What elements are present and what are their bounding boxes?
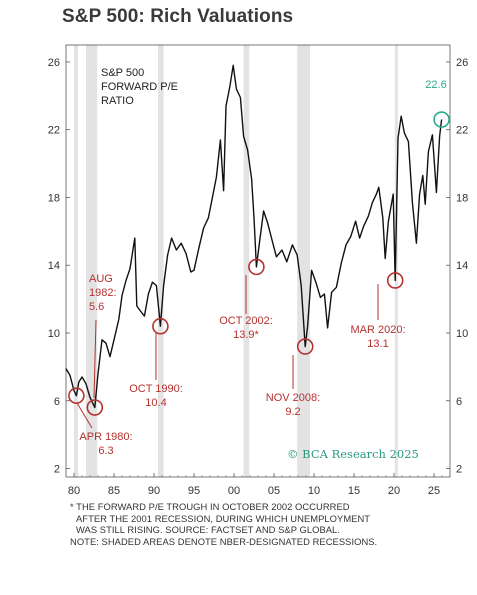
annotation-label: 9.2 xyxy=(285,406,300,418)
x-tick-label: 10 xyxy=(308,485,320,497)
bca-brand-watermark: © BCA Research 2025 xyxy=(287,447,419,461)
x-tick-label: 80 xyxy=(68,485,80,497)
recession-band xyxy=(74,45,78,477)
y-tick-label-right: 10 xyxy=(456,328,468,340)
y-tick-label-right: 2 xyxy=(456,464,462,476)
annotation-label: 13.9* xyxy=(233,329,259,341)
footnote: * THE FORWARD P/E TROUGH IN OCTOBER 2002… xyxy=(70,501,470,547)
footnote-line: AFTER THE 2001 RECESSION, DURING WHICH U… xyxy=(76,512,371,524)
recession-bands xyxy=(74,45,398,477)
pe-series-path xyxy=(65,64,443,409)
y-tick-label-left: 18 xyxy=(48,192,60,204)
annotation-label: APR 1980: xyxy=(79,431,132,443)
annotation-label: 10.4 xyxy=(145,397,166,409)
annotation-circle xyxy=(433,111,450,128)
recession-band xyxy=(297,45,310,477)
y-tick-label-right: 22 xyxy=(456,125,468,137)
series-label: S&P 500 FORWARD P/E RATIO xyxy=(101,67,178,107)
x-tick-label: 20 xyxy=(388,485,400,497)
footnote-line: * THE FORWARD P/E TROUGH IN OCTOBER 2002… xyxy=(70,501,350,512)
y-tick-label-right: 26 xyxy=(456,57,468,69)
annotation-leader xyxy=(93,319,97,399)
annotation-label: OCT 1990: xyxy=(129,383,183,395)
annotations: APR 1980: 6.3 AUG 1982: 5.6 OCT 1990: 10.4 OCT … xyxy=(68,79,450,457)
annotation-label: 22.6 xyxy=(425,79,446,91)
series-label-line: S&P 500 xyxy=(101,67,144,79)
footnote-line: WAS STILL RISING. SOURCE: FACTSET AND S&… xyxy=(76,524,340,536)
x-tick-label: 85 xyxy=(108,485,120,497)
series-label-line: FORWARD P/E xyxy=(101,81,178,93)
annotation-label: NOV 2008: xyxy=(266,392,320,404)
x-tick-label: 90 xyxy=(148,485,160,497)
series-line xyxy=(65,64,443,409)
annotation-label: MAR 2020: xyxy=(350,324,405,336)
annotation-label: 5.6 xyxy=(89,301,104,313)
y-tick-label-left: 2 xyxy=(54,464,60,476)
y-tick-label-left: 14 xyxy=(48,260,60,272)
y-tick-label-right: 14 xyxy=(456,260,468,272)
recession-band xyxy=(158,45,164,477)
x-tick-label: 15 xyxy=(348,485,360,497)
annotation-label: AUG xyxy=(89,273,113,285)
y-tick-label-left: 26 xyxy=(48,57,60,69)
annotation-circle xyxy=(86,399,104,416)
recession-band xyxy=(394,45,398,477)
y-tick-label-left: 22 xyxy=(48,125,60,137)
x-tick-label: 00 xyxy=(228,485,240,497)
annotation-circle xyxy=(386,272,404,289)
y-tick-label-right: 18 xyxy=(456,192,468,204)
annotation-label: 13.1 xyxy=(367,338,388,350)
annotation-circle xyxy=(68,387,85,404)
annotation-label: 6.3 xyxy=(98,445,113,457)
annotation-leader xyxy=(76,402,93,429)
annotation-label: OCT 2002: xyxy=(219,315,273,327)
annotation-circle xyxy=(152,317,169,335)
y-tick-label-left: 10 xyxy=(48,328,60,340)
y-tick-label-right: 6 xyxy=(456,396,462,408)
x-tick-label: 95 xyxy=(188,485,200,497)
annotation-circle xyxy=(296,338,314,355)
recession-band xyxy=(86,45,98,477)
series-label-line: RATIO xyxy=(101,95,134,107)
y-tick-label-left: 6 xyxy=(54,396,60,408)
recession-band xyxy=(243,45,250,477)
footnote-line: NOTE: SHADED AREAS DENOTE NBER-DESIGNATE… xyxy=(70,535,378,547)
plot-frame xyxy=(65,44,451,478)
annotation-circle xyxy=(248,258,265,276)
x-tick-label: 05 xyxy=(268,485,280,497)
chart-title: S&P 500: Rich Valuations xyxy=(62,6,294,27)
annotation-label: 1982: xyxy=(89,287,117,299)
x-tick-label: 25 xyxy=(428,485,440,497)
